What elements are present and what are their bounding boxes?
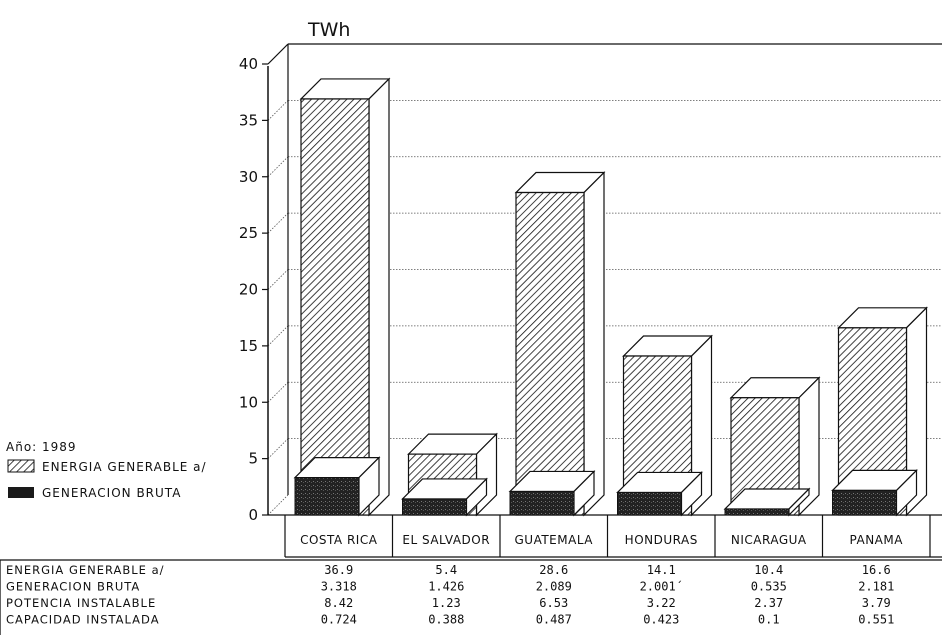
table-cell: 5.4 xyxy=(435,563,457,577)
table-cell: 3.22 xyxy=(647,596,676,610)
table-cell: 8.42 xyxy=(324,596,353,610)
bar-generacion xyxy=(618,492,682,515)
legend-label-energia: ENERGIA GENERABLE a/ xyxy=(42,460,207,474)
gridline-depth xyxy=(268,495,288,515)
y-tick-label: 30 xyxy=(239,168,258,186)
table-row-label: POTENCIA INSTALABLE xyxy=(6,596,156,610)
table-cell: 0.535 xyxy=(751,580,787,594)
gridline-depth xyxy=(268,270,288,290)
legend: Año: 1989 ENERGIA GENERABLE a/ GENERACIO… xyxy=(6,440,207,500)
table-cell: 3.318 xyxy=(321,580,357,594)
bar-group xyxy=(295,79,389,515)
y-tick-labels: 0 5 10 15 20 25 30 35 40 xyxy=(239,55,258,524)
table-cell: 2.001´ xyxy=(640,580,683,594)
table-cell: 2.37 xyxy=(754,596,783,610)
y-tick-label: 0 xyxy=(248,506,258,524)
bars xyxy=(295,79,927,515)
y-tick-label: 40 xyxy=(239,55,258,73)
table-cell: 3.79 xyxy=(862,596,891,610)
category-label: NICARAGUA xyxy=(731,533,807,547)
bar-group xyxy=(618,336,712,515)
bar-group xyxy=(403,434,497,515)
category-label: HONDURAS xyxy=(625,533,698,547)
table-cell: 28.6 xyxy=(539,563,568,577)
table-cell: 6.53 xyxy=(539,596,568,610)
category-label: GUATEMALA xyxy=(514,533,593,547)
table-cell: 16.6 xyxy=(862,563,891,577)
gridline-depth xyxy=(268,213,288,233)
table-cell: 0.388 xyxy=(428,613,464,627)
bar-group xyxy=(510,173,604,515)
y-tick-label: 20 xyxy=(239,281,258,299)
legend-year: Año: 1989 xyxy=(6,440,77,454)
table-cell: 0.423 xyxy=(643,613,679,627)
table-cell: 1.23 xyxy=(432,596,461,610)
table-cell: 14.1 xyxy=(647,563,676,577)
table-row-label: GENERACION BRUTA xyxy=(6,580,140,594)
category-label: EL SALVADOR xyxy=(402,533,490,547)
table-row-label: ENERGIA GENERABLE a/ xyxy=(6,563,165,577)
table-cell: 2.089 xyxy=(536,580,572,594)
gridline-depth xyxy=(268,439,288,459)
y-tick-label: 35 xyxy=(239,111,258,129)
y-tick-label: 15 xyxy=(239,337,258,355)
bar-generacion xyxy=(510,491,574,515)
gridline-depth xyxy=(268,326,288,346)
legend-swatch-energia xyxy=(8,460,34,472)
table-cell: 0.551 xyxy=(858,613,894,627)
gridline-depth xyxy=(268,100,288,120)
table-cell: 0.487 xyxy=(536,613,572,627)
bar-generacion xyxy=(295,478,359,515)
bar-energia-side xyxy=(369,79,389,515)
bar-generacion xyxy=(833,490,897,515)
category-label: PANAMA xyxy=(850,533,904,547)
bar-energia xyxy=(301,99,369,515)
legend-label-generacion: GENERACION BRUTA xyxy=(42,486,181,500)
axis-top-depth xyxy=(268,44,288,64)
gridline-depth xyxy=(268,382,288,402)
y-tick-label: 25 xyxy=(239,224,258,242)
y-tick-label: 5 xyxy=(248,450,258,468)
bar-generacion xyxy=(725,509,789,515)
table-cell: 2.181 xyxy=(858,580,894,594)
table-cell: 0.724 xyxy=(321,613,357,627)
bar-group xyxy=(833,308,927,515)
table-cell: 10.4 xyxy=(754,563,783,577)
table-cell: 1.426 xyxy=(428,580,464,594)
table-cell: 0.1 xyxy=(758,613,780,627)
bar-energia-side xyxy=(584,173,604,515)
bar-energia xyxy=(516,193,584,515)
y-axis-unit-label: TWh xyxy=(307,19,350,41)
table-cell: 36.9 xyxy=(324,563,353,577)
y-tick-label: 10 xyxy=(239,393,258,411)
category-labels: COSTA RICA EL SALVADOR GUATEMALA HONDURAS NI… xyxy=(300,533,903,547)
bar-generacion xyxy=(403,499,467,515)
legend-swatch-generacion xyxy=(8,487,34,498)
data-table: ENERGIA GENERABLE a/36.9 5.4 28.6 14.1 10.4 1… xyxy=(0,560,942,635)
gridline-depth xyxy=(268,157,288,177)
bar-group xyxy=(725,378,819,515)
table-row-label: CAPACIDAD INSTALADA xyxy=(6,613,160,627)
category-label: COSTA RICA xyxy=(300,533,378,547)
